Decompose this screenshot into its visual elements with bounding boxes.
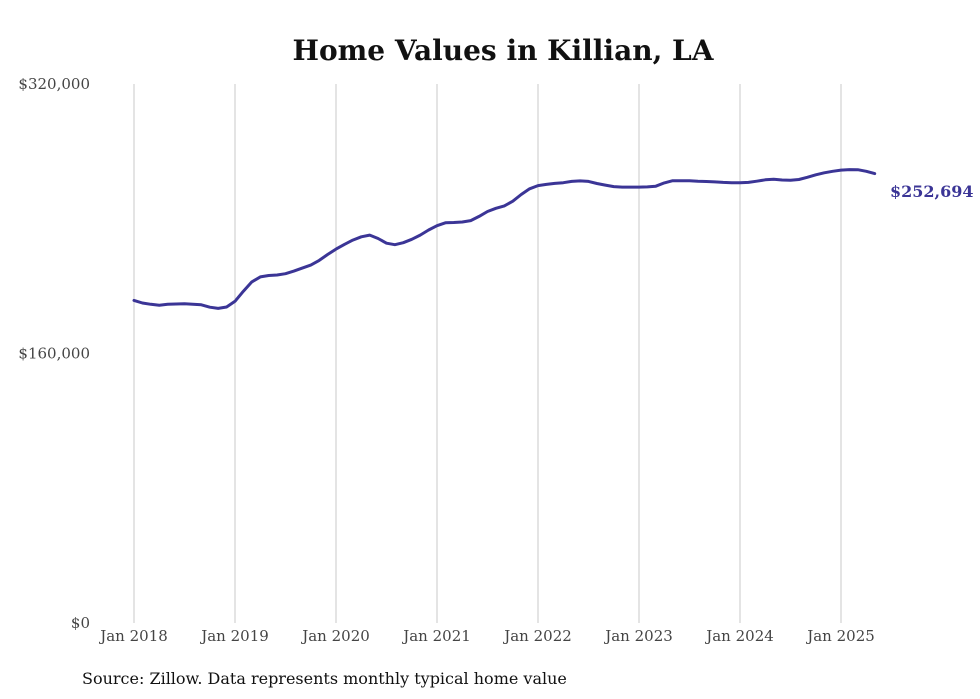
- x-axis-tick-labels: Jan 2018 Jan 2019 Jan 2020 Jan 2021 Jan 2022…: [98, 627, 875, 645]
- x-tick-label: Jan 2022: [502, 627, 572, 645]
- x-tick-label: Jan 2021: [401, 627, 471, 645]
- x-tick-label: Jan 2025: [805, 627, 875, 645]
- chart-title: Home Values in Killian, LA: [293, 34, 715, 67]
- latest-value-label: $252,694: [890, 182, 974, 201]
- x-tick-label: Jan 2018: [98, 627, 168, 645]
- gridlines: [133, 84, 842, 623]
- y-tick-label: $320,000: [18, 75, 90, 93]
- x-tick-label: Jan 2024: [704, 627, 774, 645]
- y-tick-label: $0: [71, 614, 90, 632]
- x-tick-label: Jan 2020: [300, 627, 370, 645]
- home-value-series-line: [132, 168, 877, 310]
- y-tick-label: $160,000: [18, 345, 90, 363]
- x-tick-label: Jan 2023: [603, 627, 673, 645]
- y-axis-tick-labels: $320,000 $160,000 $0: [18, 75, 90, 632]
- x-tick-label: Jan 2019: [199, 627, 269, 645]
- source-note: Source: Zillow. Data represents monthly …: [82, 669, 567, 688]
